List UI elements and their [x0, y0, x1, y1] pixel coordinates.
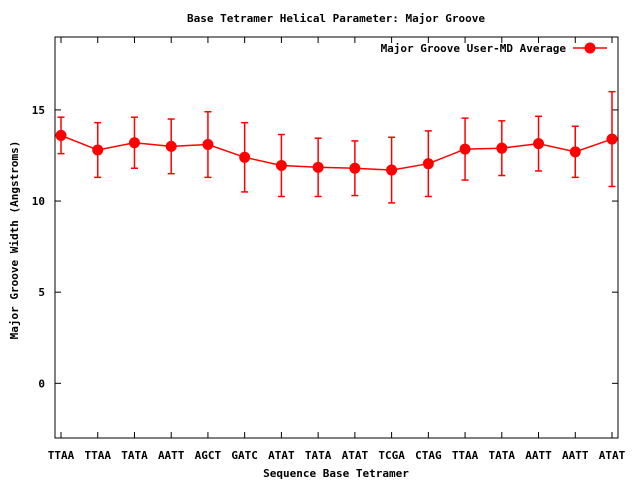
- data-point: [165, 140, 177, 152]
- data-point: [422, 158, 434, 170]
- x-tick-label: TTAA: [84, 449, 111, 462]
- x-tick-label: AATT: [562, 449, 589, 462]
- data-point: [312, 161, 324, 173]
- data-point: [569, 146, 581, 158]
- x-tick-label: AGCT: [195, 449, 222, 462]
- x-tick-label: TTAA: [452, 449, 479, 462]
- x-tick-label: ATAT: [599, 449, 626, 462]
- x-tick-label: GATC: [231, 449, 258, 462]
- data-point: [386, 164, 398, 176]
- data-point: [496, 142, 508, 154]
- series-line: [60, 134, 613, 171]
- data-point: [606, 133, 618, 145]
- legend-marker: [584, 42, 596, 54]
- x-tick-label: TATA: [489, 449, 516, 462]
- x-tick-label: TTAA: [48, 449, 75, 462]
- x-tick-labels: TTAA TTAA TATA AATT AGCT GATC ATAT TATA ATAT TCGA…: [48, 449, 626, 462]
- axis-ticks: [55, 37, 618, 438]
- data-point: [202, 139, 214, 151]
- x-tick-label: CTAG: [415, 449, 442, 462]
- data-point: [128, 137, 140, 149]
- plot-border: [54, 36, 619, 439]
- y-tick-label: 5: [38, 286, 45, 299]
- data-point: [349, 162, 361, 174]
- data-point: [239, 151, 251, 163]
- legend: Major Groove User-MD Average: [381, 42, 607, 55]
- y-tick-label: 0: [38, 377, 45, 390]
- data-point: [92, 144, 104, 156]
- legend-label: Major Groove User-MD Average: [381, 42, 567, 55]
- x-tick-label: AATT: [525, 449, 552, 462]
- chart-title: Base Tetramer Helical Parameter: Major G…: [187, 12, 485, 25]
- error-bars: [57, 90, 616, 204]
- data-point: [459, 143, 471, 155]
- data-points: [55, 129, 618, 176]
- y-tick-labels: 0 5 10 15: [32, 104, 45, 390]
- x-tick-label: TCGA: [378, 449, 405, 462]
- y-tick-label: 15: [32, 104, 45, 117]
- y-axis-label: Major Groove Width (Angstroms): [8, 141, 21, 340]
- data-point: [533, 138, 545, 150]
- x-tick-label: AATT: [158, 449, 185, 462]
- y-tick-label: 10: [32, 195, 45, 208]
- data-point: [275, 160, 287, 172]
- x-tick-label: TATA: [305, 449, 332, 462]
- x-tick-label: ATAT: [342, 449, 369, 462]
- data-point: [55, 129, 67, 141]
- x-axis-label: Sequence Base Tetramer: [263, 467, 409, 480]
- x-tick-label: ATAT: [268, 449, 295, 462]
- x-tick-label: TATA: [121, 449, 148, 462]
